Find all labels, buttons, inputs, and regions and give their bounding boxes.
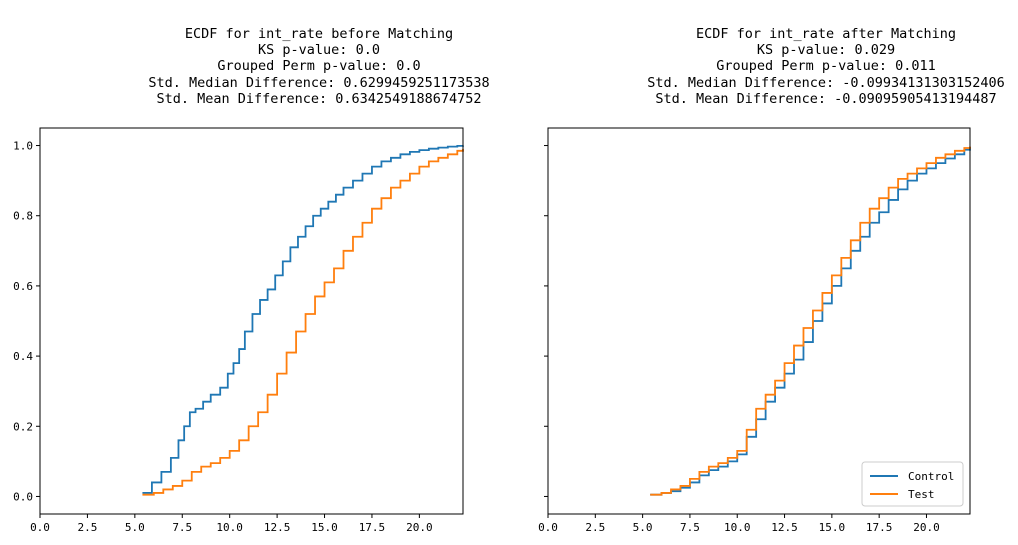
x-tick-label: 10.0 [216, 521, 243, 534]
x-tick-label: 20.0 [913, 521, 940, 534]
title-line-1: ECDF for int_rate after Matching [696, 26, 956, 42]
series-line-test [142, 149, 464, 496]
y-tick-label: 0.6 [13, 280, 33, 293]
ecdf-before-matching-chart: ECDF for int_rate before Matching KS p-v… [13, 26, 490, 534]
x-tick-label: 0.0 [30, 521, 50, 534]
x-tick-label: 12.5 [771, 521, 798, 534]
y-tick-label: 0.2 [13, 420, 33, 433]
x-tick-label: 10.0 [724, 521, 751, 534]
title-line-2: KS p-value: 0.0 [258, 42, 380, 58]
x-tick-label: 7.5 [680, 521, 700, 534]
y-tick-label: 0.0 [13, 490, 33, 503]
title-line-4: Std. Median Difference: -0.0993413130315… [647, 75, 1005, 91]
x-tick-label: 20.0 [406, 521, 433, 534]
title-line-5: Std. Mean Difference: 0.6342549188674752 [156, 91, 481, 107]
axes-frame [39, 127, 464, 515]
x-tick-label: 2.5 [77, 521, 97, 534]
title-line-2: KS p-value: 0.029 [757, 42, 895, 58]
x-tick-label: 0.0 [538, 521, 558, 534]
legend-label-test: Test [908, 488, 935, 501]
chart-title: ECDF for int_rate after Matching KS p-va… [647, 26, 1005, 107]
title-line-3: Grouped Perm p-value: 0.011 [716, 58, 935, 74]
x-tick-label: 17.5 [866, 521, 893, 534]
x-tick-label: 17.5 [359, 521, 386, 534]
legend-label-control: Control [908, 470, 954, 483]
plot-area: 0.0 2.5 5.0 7.5 10.0 12.5 15.0 17.5 20.0 [538, 145, 971, 534]
plot-area: 0.0 2.5 5.0 7.5 10.0 12.5 15.0 17.5 20.0 0.0 0.2 0.… [13, 140, 464, 534]
ecdf-after-matching-chart: ECDF for int_rate after Matching KS p-va… [538, 26, 1005, 534]
title-line-3: Grouped Perm p-value: 0.0 [217, 58, 420, 74]
y-tick-label: 1.0 [13, 140, 33, 153]
x-tick-label: 12.5 [264, 521, 291, 534]
chart-title: ECDF for int_rate before Matching KS p-v… [148, 26, 489, 107]
y-tick-label: 0.8 [13, 210, 33, 223]
x-tick-label: 15.0 [819, 521, 846, 534]
y-tick-label: 0.4 [13, 350, 33, 363]
x-tick-label: 2.5 [585, 521, 605, 534]
legend: Control Test [861, 461, 964, 507]
title-line-1: ECDF for int_rate before Matching [185, 26, 453, 42]
x-tick-label: 5.0 [125, 521, 145, 534]
series-line-test [650, 146, 971, 496]
x-tick-label: 5.0 [633, 521, 653, 534]
title-line-5: Std. Mean Difference: -0.090959054131944… [655, 91, 996, 107]
series-line-control [142, 145, 464, 494]
axes-frame [547, 127, 971, 515]
x-tick-label: 7.5 [172, 521, 192, 534]
series-line-control [650, 147, 971, 496]
title-line-4: Std. Median Difference: 0.62994592511735… [148, 75, 489, 91]
x-tick-label: 15.0 [311, 521, 338, 534]
